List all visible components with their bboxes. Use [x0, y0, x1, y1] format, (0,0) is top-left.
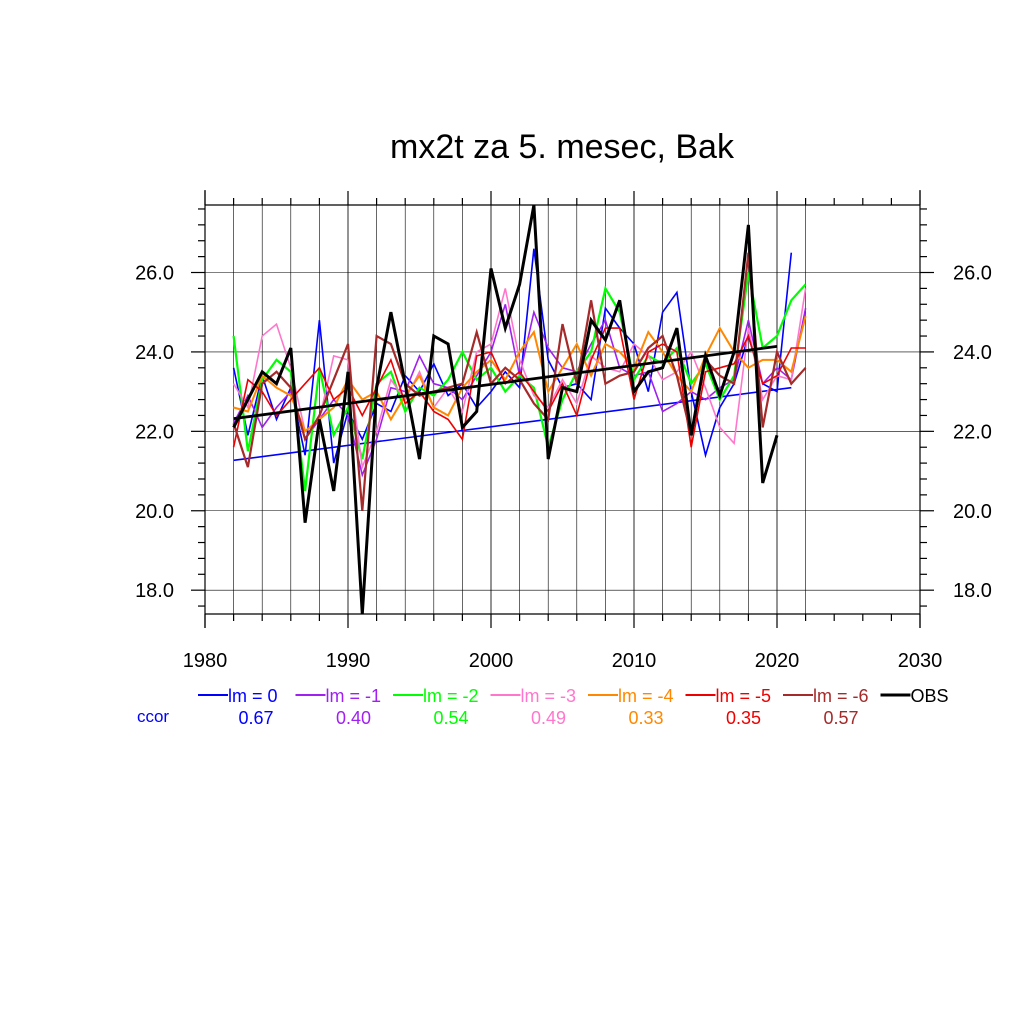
ccor-value-4: 0.33 — [628, 708, 663, 728]
y-tick-label-right: 24.0 — [953, 342, 992, 364]
y-axis-tick-labels: 18.0 18.0 20.0 20.0 22.0 22.0 24.0 24.0 26.0 26.0 — [135, 263, 992, 603]
series-lines — [232, 204, 807, 615]
y-tick-label-right: 18.0 — [953, 580, 992, 602]
ccor-label: ccor — [137, 707, 169, 726]
ccor-value-1: 0.40 — [336, 708, 371, 728]
x-tick-label: 1990 — [326, 650, 371, 672]
legend-label-7: OBS — [911, 686, 949, 706]
y-tick-label-left: 20.0 — [135, 501, 174, 523]
ccor-value-3: 0.49 — [531, 708, 566, 728]
y-tick-label-left: 24.0 — [135, 342, 174, 364]
series-line-3 — [232, 288, 807, 471]
y-tick-label-left: 18.0 — [135, 580, 174, 602]
trend-line-7 — [233, 344, 778, 421]
legend-label-0: lm = 0 — [228, 686, 278, 706]
legend-label-4: lm = -4 — [618, 686, 674, 706]
legend-label-3: lm = -3 — [521, 686, 577, 706]
ccor-value-5: 0.35 — [726, 708, 761, 728]
series-line-2 — [232, 272, 807, 492]
legend-label-1: lm = -1 — [326, 686, 382, 706]
y-tick-label-right: 22.0 — [953, 421, 992, 443]
x-tick-label: 1980 — [183, 650, 228, 672]
x-tick-label: 2010 — [612, 650, 657, 672]
x-axis-tick-labels: 1980 1990 2000 2010 2020 2030 — [183, 650, 943, 672]
series-line-7 — [232, 204, 779, 615]
series-line-0 — [232, 248, 793, 464]
plot-frame — [191, 190, 934, 628]
series-line-4 — [233, 315, 807, 433]
y-tick-label-right: 20.0 — [953, 501, 992, 523]
legend-label-2: lm = -2 — [423, 686, 479, 706]
chart-title: mx2t za 5. mesec, Bak — [390, 128, 735, 166]
legend-label-5: lm = -5 — [716, 686, 772, 706]
y-tick-label-left: 26.0 — [135, 263, 174, 285]
y-tick-label-right: 26.0 — [953, 263, 992, 285]
legend-label-6: lm = -6 — [813, 686, 869, 706]
ccor-value-6: 0.57 — [823, 708, 858, 728]
x-tick-label: 2030 — [898, 650, 943, 672]
y-tick-label-left: 22.0 — [135, 421, 174, 443]
x-tick-label: 2020 — [755, 650, 800, 672]
ccor-value-0: 0.67 — [238, 708, 273, 728]
ccor-value-2: 0.54 — [433, 708, 468, 728]
x-tick-label: 2000 — [469, 650, 514, 672]
